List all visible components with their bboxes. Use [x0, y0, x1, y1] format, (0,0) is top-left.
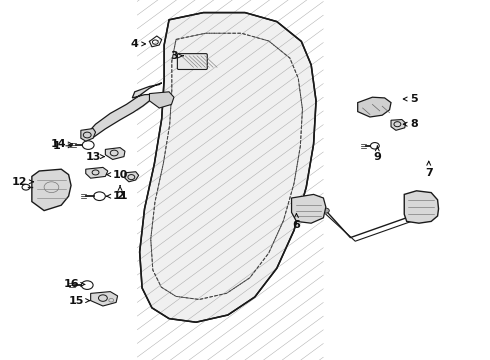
Text: 3: 3 [170, 51, 183, 61]
Polygon shape [125, 172, 139, 182]
Circle shape [408, 213, 415, 219]
Polygon shape [391, 120, 406, 130]
Circle shape [322, 208, 329, 213]
Text: 9: 9 [373, 146, 381, 162]
Polygon shape [404, 191, 439, 223]
Polygon shape [86, 83, 162, 138]
FancyBboxPatch shape [177, 54, 207, 69]
Polygon shape [358, 97, 391, 117]
Polygon shape [32, 169, 71, 211]
Polygon shape [81, 129, 96, 141]
Polygon shape [140, 13, 316, 322]
Text: 2: 2 [116, 186, 124, 201]
Text: 5: 5 [403, 94, 418, 104]
Text: 8: 8 [403, 119, 418, 129]
Polygon shape [91, 292, 118, 306]
Polygon shape [292, 194, 326, 223]
Text: 14: 14 [51, 139, 73, 149]
Text: 12: 12 [12, 177, 33, 187]
Text: 6: 6 [293, 213, 300, 230]
Text: 1: 1 [52, 141, 72, 151]
Polygon shape [105, 148, 125, 159]
Text: 16: 16 [63, 279, 85, 289]
Text: 11: 11 [106, 191, 128, 201]
Text: 10: 10 [106, 170, 128, 180]
Text: 15: 15 [68, 296, 90, 306]
Text: 13: 13 [85, 152, 104, 162]
Polygon shape [86, 167, 108, 178]
Text: 4: 4 [131, 39, 146, 49]
Polygon shape [149, 92, 174, 108]
Text: 7: 7 [425, 161, 433, 178]
